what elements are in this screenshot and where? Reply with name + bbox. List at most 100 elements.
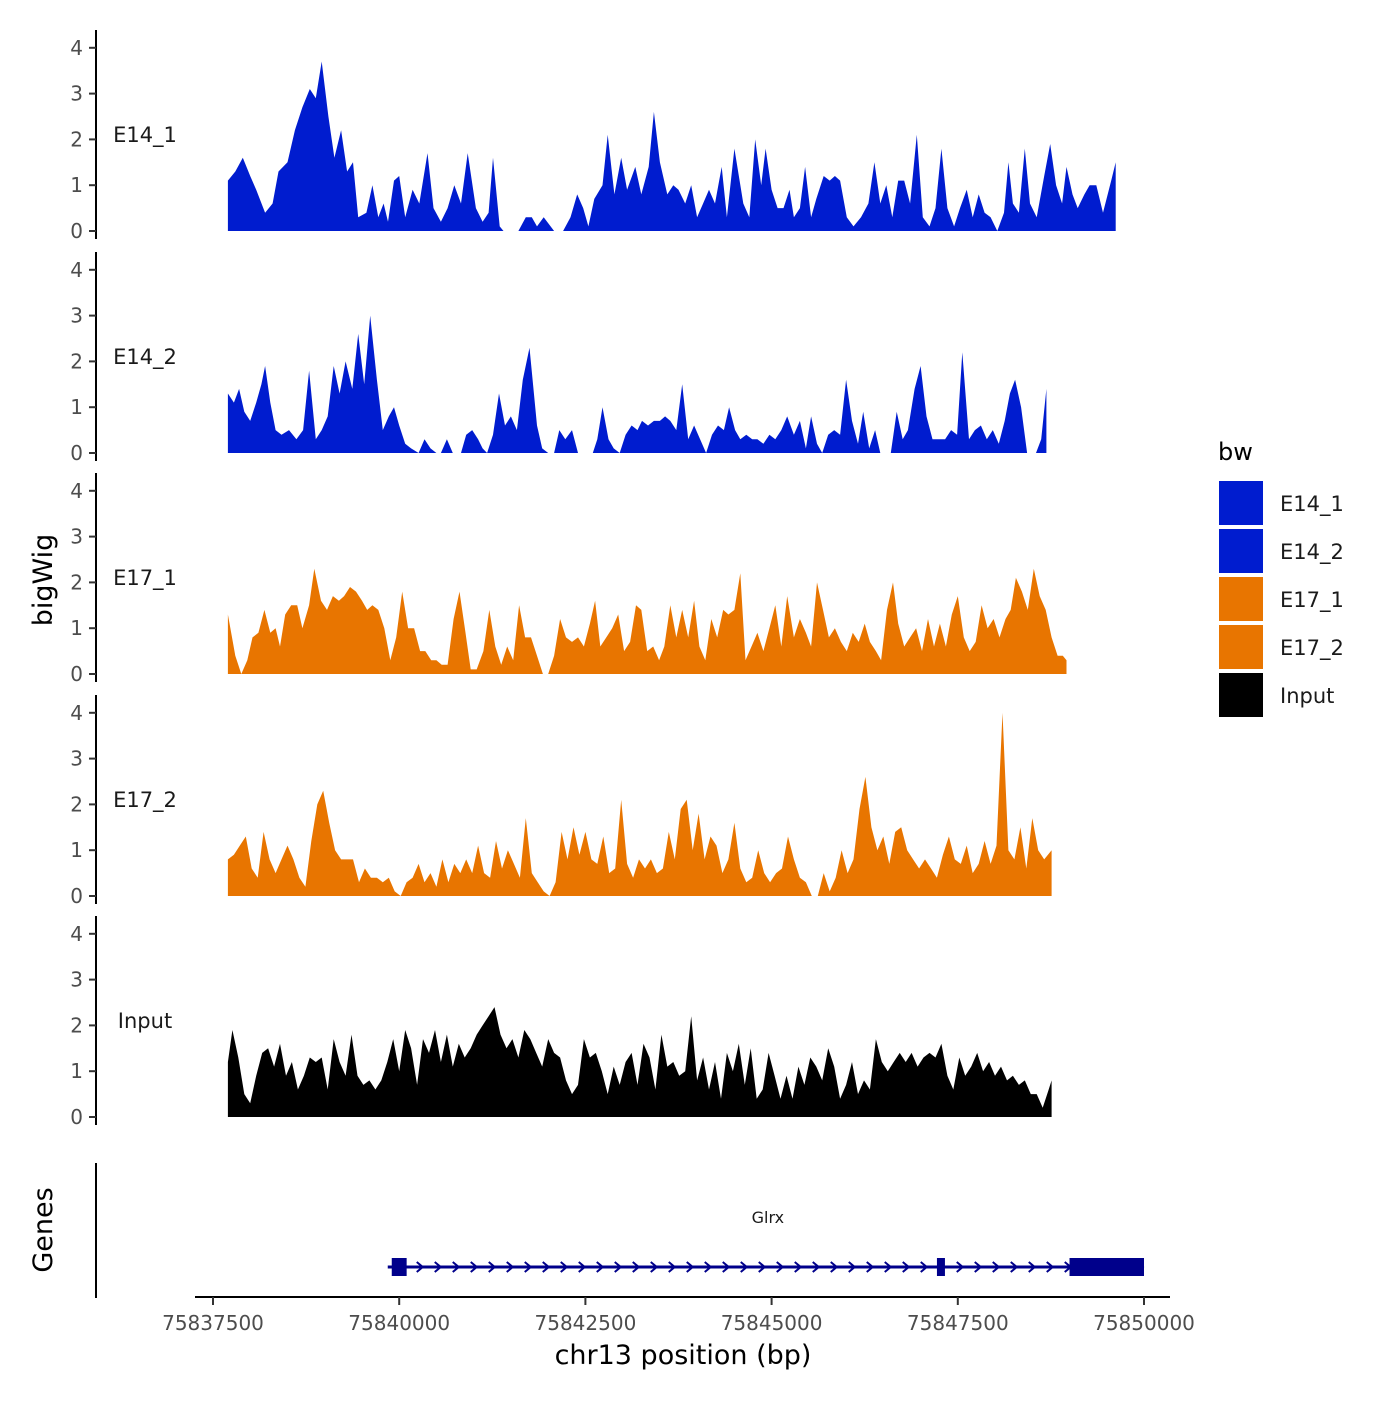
gene-track-title: Genes — [28, 1187, 59, 1272]
strand-arrow — [830, 1261, 839, 1273]
y-tick-label: 4 — [70, 258, 83, 282]
strand-arrow — [1010, 1261, 1019, 1273]
area-series-E17_2 — [227, 712, 1052, 896]
strand-arrow — [722, 1261, 731, 1273]
y-tick-label: 0 — [70, 441, 83, 465]
strand-arrow — [686, 1261, 695, 1273]
legend-swatch — [1217, 671, 1265, 719]
gene-label: Glrx — [752, 1208, 784, 1227]
y-tick-label: 2 — [70, 127, 83, 151]
y-tick-label: 0 — [70, 662, 83, 686]
y-tick-label: 1 — [70, 616, 83, 640]
strand-arrow — [650, 1261, 659, 1273]
legend-label: E17_1 — [1280, 588, 1344, 613]
y-axis-title: bigWig — [28, 534, 59, 627]
y-tick-label: 0 — [70, 1105, 83, 1129]
legend-swatch — [1217, 623, 1265, 671]
y-tick-label: 2 — [70, 792, 83, 816]
strand-arrow — [902, 1261, 911, 1273]
area-series-Input — [227, 1007, 1052, 1117]
track-label: E14_2 — [113, 345, 177, 370]
legend-item: E14_1 — [1217, 479, 1344, 527]
strand-arrow — [416, 1261, 425, 1273]
legend-label: E17_2 — [1280, 636, 1344, 661]
strand-arrow — [542, 1261, 551, 1273]
x-tick-label: 75837500 — [162, 1311, 264, 1335]
legend-label: Input — [1280, 684, 1334, 708]
strand-arrow — [668, 1261, 677, 1273]
x-tick-label: 75845000 — [721, 1311, 823, 1335]
strand-arrow — [614, 1261, 623, 1273]
legend-title: bw — [1218, 438, 1253, 466]
strand-arrow — [578, 1261, 587, 1273]
strand-arrow — [740, 1261, 749, 1273]
strand-arrow — [758, 1261, 767, 1273]
legend-item: Input — [1217, 671, 1334, 719]
y-tick-label: 0 — [70, 219, 83, 243]
x-tick-label: 75840000 — [348, 1311, 450, 1335]
strand-arrow — [560, 1261, 569, 1273]
strand-arrow — [776, 1261, 785, 1273]
y-tick-label: 3 — [70, 747, 83, 771]
strand-arrow — [452, 1261, 461, 1273]
strand-arrow — [794, 1261, 803, 1273]
gene-models: Glrx — [387, 1208, 1145, 1276]
x-tick-label: 75842500 — [535, 1311, 637, 1335]
strand-arrow — [848, 1261, 857, 1273]
y-tick-label: 2 — [70, 1013, 83, 1037]
track-Input: 0 1 2 3 4 Input — [70, 916, 1052, 1129]
gene-exon — [1069, 1258, 1144, 1276]
strand-arrow — [812, 1261, 821, 1273]
track-label: Input — [118, 1009, 172, 1033]
strand-arrow — [488, 1261, 497, 1273]
track-E14_2: 0 1 2 3 4 E14_2 — [70, 252, 1047, 465]
strand-arrow — [596, 1261, 605, 1273]
area-series-E14_1 — [227, 61, 1116, 231]
y-tick-label: 1 — [70, 838, 83, 862]
track-E17_1: 0 1 2 3 4 E17_1 — [70, 473, 1067, 686]
legend-label: E14_1 — [1280, 492, 1344, 517]
strand-arrow — [524, 1261, 533, 1273]
y-tick-label: 3 — [70, 82, 83, 106]
y-tick-label: 3 — [70, 968, 83, 992]
legend-item: E14_2 — [1217, 527, 1344, 575]
track-E14_1: 0 1 2 3 4 E14_1 — [70, 30, 1116, 243]
gene-exon — [391, 1258, 407, 1276]
legend-swatch — [1217, 575, 1265, 623]
track-label: E14_1 — [113, 123, 177, 148]
y-tick-label: 4 — [70, 922, 83, 946]
strand-arrow — [956, 1261, 965, 1273]
gene-Glrx: Glrx — [387, 1208, 1145, 1276]
strand-arrow — [632, 1261, 641, 1273]
gene-exon — [936, 1258, 945, 1276]
legend-item: E17_1 — [1217, 575, 1344, 623]
strand-arrow — [434, 1261, 443, 1273]
y-tick-label: 2 — [70, 349, 83, 373]
legend-swatch — [1217, 527, 1265, 575]
strand-arrow — [992, 1261, 1001, 1273]
y-tick-label: 1 — [70, 1059, 83, 1083]
strand-arrow — [884, 1261, 893, 1273]
y-tick-label: 4 — [70, 36, 83, 60]
y-tick-label: 1 — [70, 395, 83, 419]
track-E17_2: 0 1 2 3 4 E17_2 — [70, 695, 1052, 908]
x-tick-label: 75850000 — [1093, 1311, 1195, 1335]
strand-arrow — [920, 1261, 929, 1273]
legend-label: E14_2 — [1280, 540, 1344, 565]
legend: bw E14_1 E14_2 E17_1 E17_2 Input — [1217, 438, 1344, 719]
x-axis: 75837500 75840000 75842500 75845000 75847500… — [162, 1296, 1195, 1371]
strand-arrow — [1046, 1261, 1055, 1273]
track-label: E17_2 — [113, 788, 177, 813]
y-tick-label: 4 — [70, 701, 83, 725]
strand-arrow — [866, 1261, 875, 1273]
gene-track: Genes Glrx — [28, 1163, 1145, 1298]
strand-arrow — [506, 1261, 515, 1273]
y-tick-label: 0 — [70, 884, 83, 908]
legend-item: E17_2 — [1217, 623, 1344, 671]
y-tick-label: 4 — [70, 479, 83, 503]
y-tick-label: 3 — [70, 525, 83, 549]
track-label: E17_1 — [113, 566, 177, 591]
legend-items: E14_1 E14_2 E17_1 E17_2 Input — [1217, 479, 1344, 719]
